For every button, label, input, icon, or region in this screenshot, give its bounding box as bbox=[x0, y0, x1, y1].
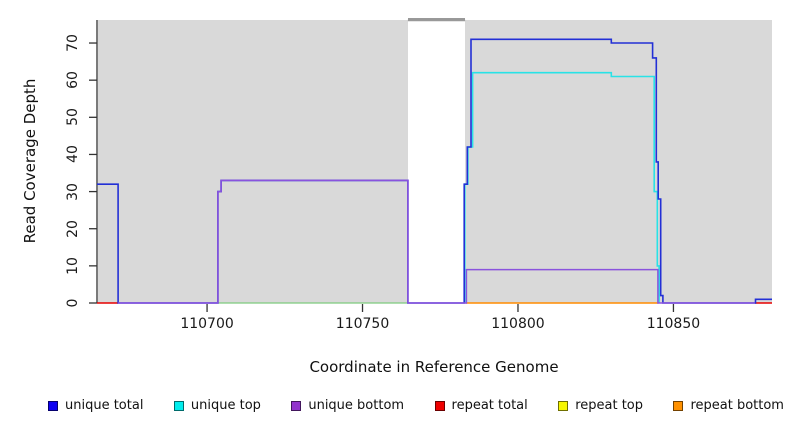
y-tick-label: 10 bbox=[65, 256, 81, 275]
x-tick-label: 110800 bbox=[491, 316, 545, 332]
y-tick-label: 0 bbox=[65, 298, 81, 308]
legend-item-unique-bottom: unique bottom bbox=[291, 398, 404, 413]
legend-item-repeat-top: repeat top bbox=[558, 398, 643, 413]
legend-label: unique bottom bbox=[308, 398, 405, 413]
y-tick-label: 20 bbox=[65, 219, 81, 238]
legend-swatch-icon bbox=[434, 400, 445, 411]
x-tick-label: 110850 bbox=[646, 316, 701, 332]
chart-legend: unique total unique top unique bottom repea… bbox=[48, 398, 784, 413]
series-line-unique-total bbox=[97, 38, 772, 304]
legend-label: unique total bbox=[65, 398, 144, 413]
series-line-unique-top bbox=[463, 71, 660, 303]
legend-swatch-icon bbox=[291, 400, 302, 411]
legend-item-repeat-total: repeat total bbox=[434, 398, 528, 413]
y-tick-label: 50 bbox=[65, 108, 81, 127]
x-axis-title: Coordinate in Reference Genome bbox=[309, 358, 559, 376]
series-line-unique-bottom bbox=[118, 179, 755, 304]
y-axis-title: Read Coverage Depth bbox=[21, 78, 39, 244]
legend-swatch-icon bbox=[558, 400, 569, 411]
legend-swatch-icon bbox=[673, 400, 684, 411]
y-tick-label: 70 bbox=[65, 34, 81, 52]
legend-item-repeat-bottom: repeat bottom bbox=[673, 398, 784, 413]
legend-item-unique-top: unique top bbox=[173, 398, 261, 413]
legend-item-unique-total: unique total bbox=[48, 398, 143, 413]
no-data-gap-band bbox=[407, 18, 466, 303]
y-tick-label: 60 bbox=[65, 71, 81, 90]
legend-label: repeat bottom bbox=[690, 398, 784, 413]
y-tick-label: 40 bbox=[65, 145, 81, 164]
legend-swatch-icon bbox=[173, 400, 184, 411]
legend-label: repeat top bbox=[575, 398, 643, 413]
y-tick-label: 30 bbox=[65, 182, 81, 201]
x-tick-label: 110750 bbox=[335, 316, 390, 332]
legend-swatch-icon bbox=[48, 400, 58, 411]
legend-label: repeat total bbox=[451, 398, 528, 413]
x-tick-label: 110700 bbox=[180, 316, 234, 332]
legend-label: unique top bbox=[190, 398, 261, 413]
